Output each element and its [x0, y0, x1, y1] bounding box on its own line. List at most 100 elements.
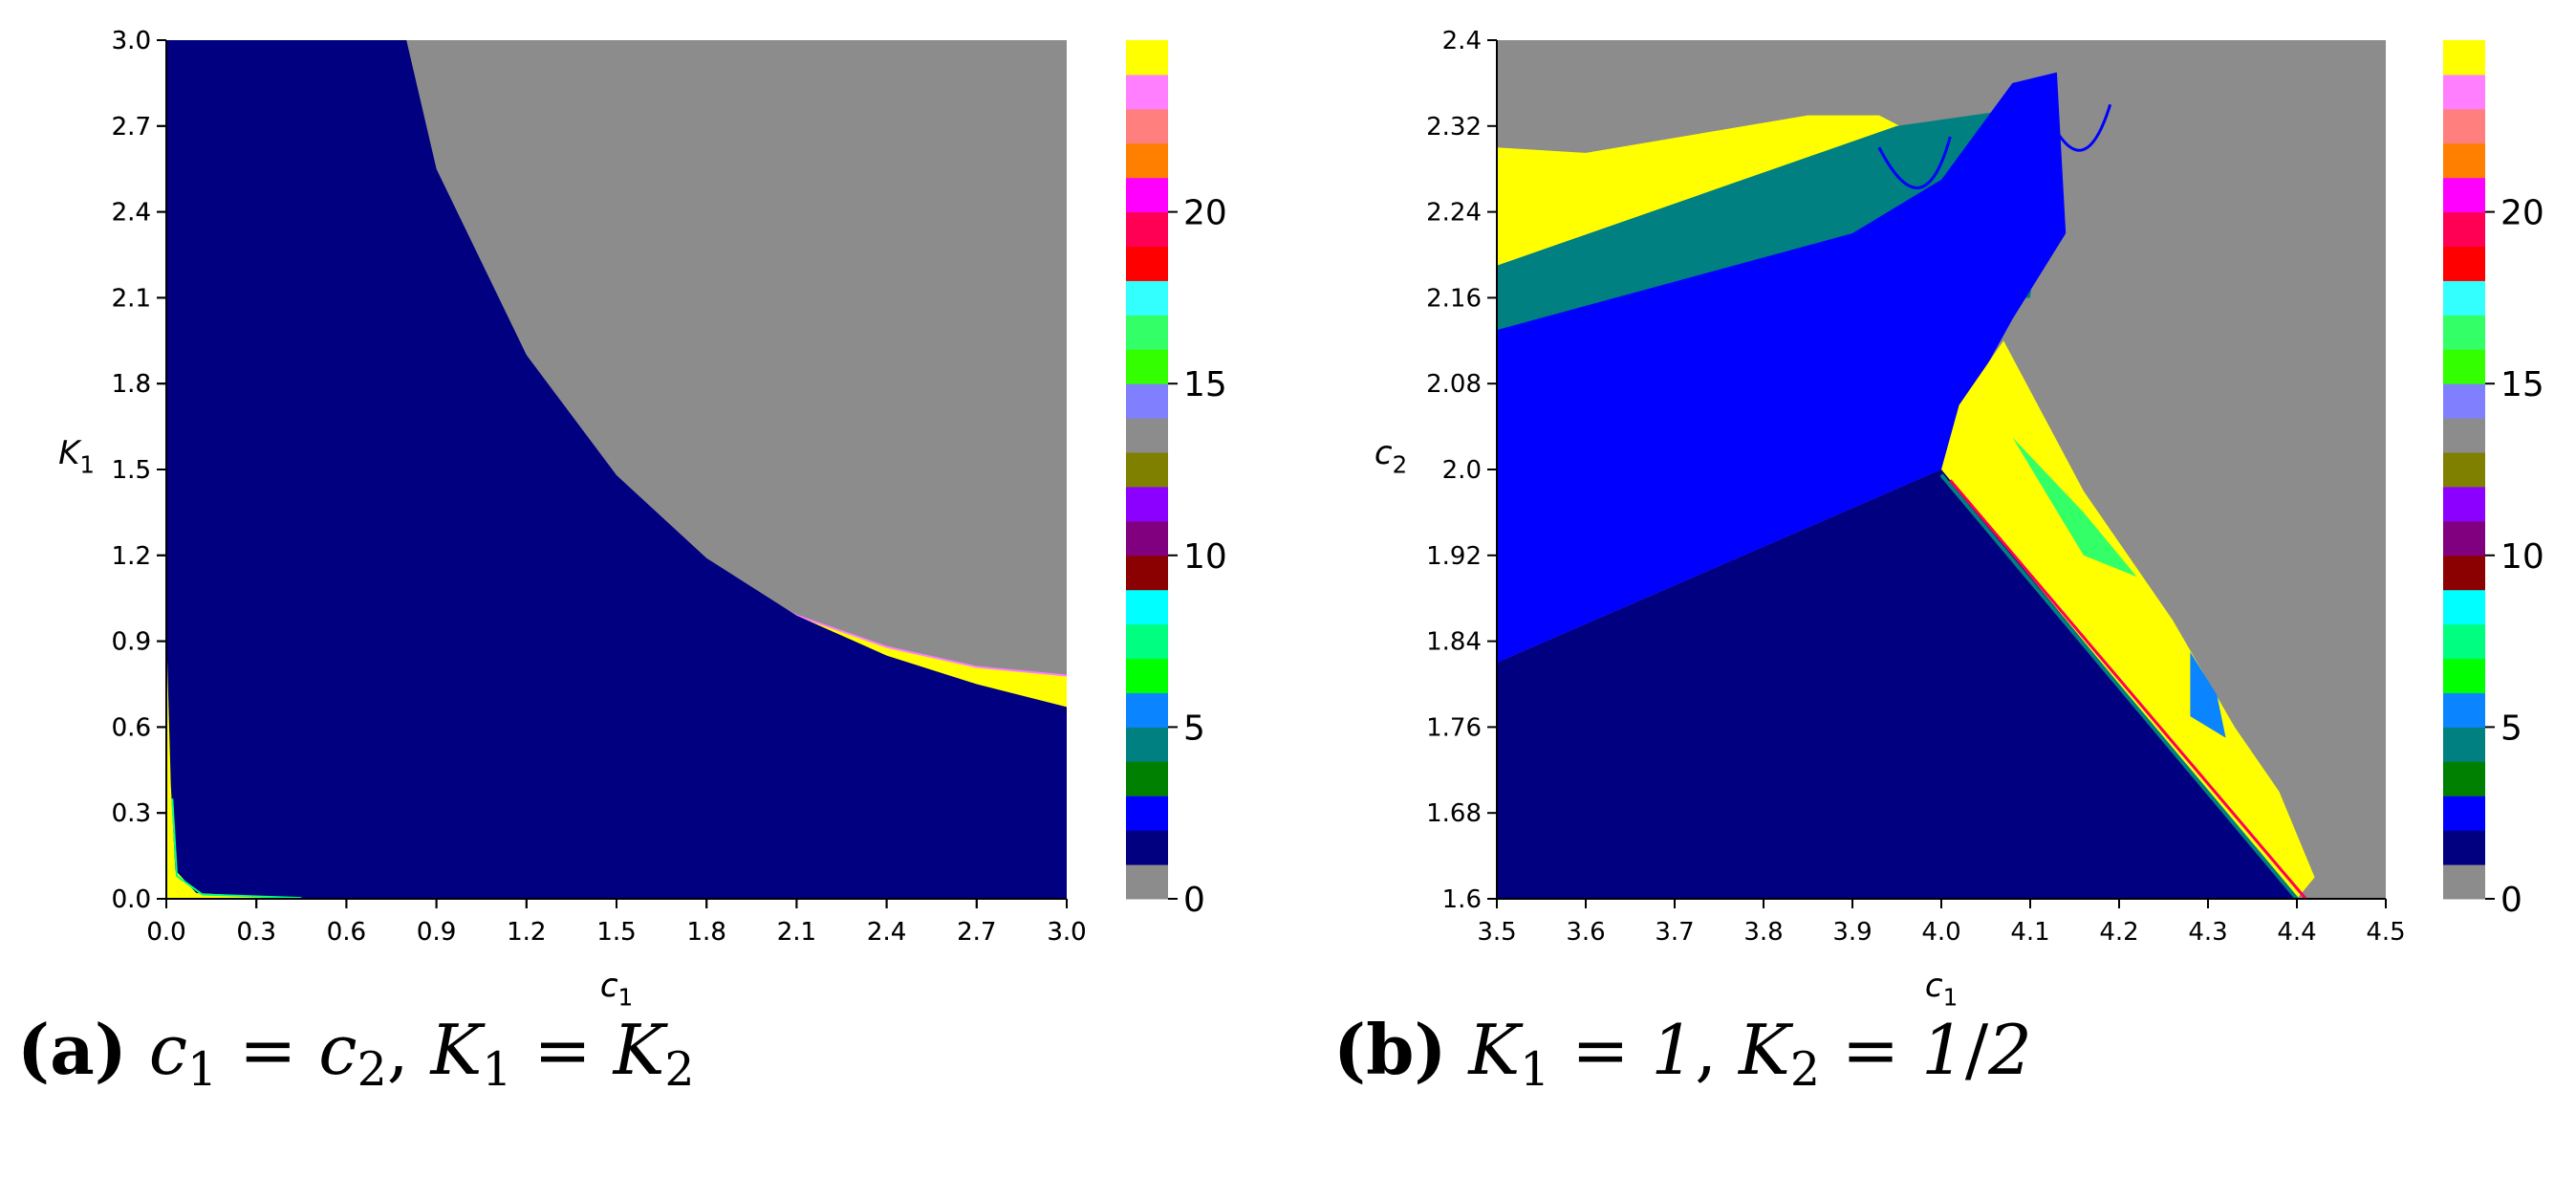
y-tick-label: 2.0: [1442, 456, 1482, 485]
y-tick-label: 2.4: [112, 199, 151, 228]
x-tick-label: 2.7: [957, 918, 996, 947]
x-tick-label: 1.5: [596, 918, 636, 947]
colorbar-segment: [2443, 108, 2485, 144]
x-tick-label: 2.1: [777, 918, 816, 947]
y-tick-label: 2.1: [112, 284, 151, 313]
x-tick-label: 1.8: [687, 918, 726, 947]
colorbar-segment: [1126, 589, 1168, 625]
x-tick-label: 1.8: [687, 918, 726, 947]
y-tick-label: 3.0: [112, 27, 151, 55]
colorbar-segment: [2443, 40, 2485, 76]
y-tick-label: 3.0: [112, 27, 151, 55]
region-blue-loop: [2046, 103, 2112, 152]
colorbar-segment: [1126, 40, 1168, 76]
x-tick-label: 1.5: [596, 918, 636, 947]
colorbar-segment: [2443, 280, 2485, 316]
y-tick-label: 1.8: [112, 370, 151, 399]
colorbar-segment: [1126, 315, 1168, 350]
colorbar-segment: [2443, 486, 2485, 522]
y-tick-label: 0.6: [112, 713, 151, 742]
colorbar-segment: [2443, 142, 2485, 179]
x-tick-label: 4.1: [2010, 918, 2049, 947]
colorbar-segment: [2443, 177, 2485, 213]
x-tick-label: 4.2: [2099, 918, 2138, 947]
panel-a: 0.0 0.3 0.6 0.9 1.2 1.5 1.8 2.1 2.4 2.7 3.0 0.0 0.3 0…: [58, 27, 1227, 1012]
colorbar-segment: [2443, 623, 2485, 660]
colorbar-segment: [1126, 692, 1168, 728]
x-tick-label: 3.9: [1832, 918, 1872, 947]
x-tick-label: 0.3: [237, 918, 276, 947]
x-tick-label: 2.1: [777, 918, 816, 947]
x-tick-label: 0.9: [417, 918, 456, 947]
x-tick-label: 2.7: [957, 918, 996, 947]
y-tick-label: 2.7: [112, 113, 151, 142]
y-tick-label: 0.9: [112, 628, 151, 657]
x-tick-label: 4.4: [2277, 918, 2316, 947]
colorbar-segment: [2443, 796, 2485, 831]
colorbar-segment: [1126, 74, 1168, 110]
colorbar-segment: [2443, 864, 2485, 900]
colorbar-segment: [2443, 315, 2485, 350]
caption-b-label: (b): [1333, 1009, 1447, 1090]
y-tick-label: 0.6: [112, 713, 151, 742]
colorbar-tick-label: 5: [1183, 709, 1205, 748]
colorbar-segment: [1126, 486, 1168, 522]
colorbar-segment: [1126, 108, 1168, 144]
colorbar-segment: [1126, 211, 1168, 248]
colorbar-segment: [1126, 796, 1168, 831]
axes-a: 0.0 0.3 0.6 0.9 1.2 1.5 1.8 2.1 2.4 2.7 3.0 0.0 0.3 0…: [112, 27, 1087, 1012]
colorbar-segment: [2443, 658, 2485, 693]
colorbar-tick-label: 0: [2500, 881, 2522, 920]
x-tick-label: 3.5: [1477, 918, 1516, 947]
caption-a-formula: c1 = c2, K1 = K2: [148, 1010, 695, 1098]
y-tick-label: 1.2: [112, 542, 151, 571]
colorbar-tick-label: 20: [2500, 194, 2544, 233]
colorbar-segment: [2443, 555, 2485, 591]
region-blue-loop: [1975, 136, 2041, 189]
colorbar-segment: [2443, 452, 2485, 488]
x-tick-label: 0.0: [146, 918, 185, 947]
x-tick-label: 0.3: [237, 918, 276, 947]
x-tick-label: 4.5: [2366, 918, 2405, 947]
y-tick-label: 0.0: [112, 885, 151, 914]
x-tick-label: 4.0: [1921, 918, 1960, 947]
y-axis-label: K1: [58, 434, 95, 479]
panel-b: 3.5 3.6 3.7 3.8 3.9 4.0 4.1 4.2 4.3 4.4 4.5 1.6 1.68…: [1375, 27, 2544, 1012]
x-tick-label: 1.2: [507, 918, 546, 947]
y-tick-label: 2.32: [1426, 113, 1482, 142]
x-axis-label: c1: [1925, 967, 1958, 1012]
y-tick-label: 0.3: [112, 799, 151, 828]
x-tick-label: 0.9: [417, 918, 456, 947]
x-tick-label: 3.7: [1655, 918, 1694, 947]
x-axis-label: c1: [600, 967, 633, 1012]
colorbar-segment: [2443, 692, 2485, 728]
colorbar-segment: [2443, 727, 2485, 762]
colorbar-segment: [1126, 349, 1168, 384]
colorbar-segment: [1126, 246, 1168, 281]
colorbar-segment: [2443, 418, 2485, 453]
axes-b: 3.5 3.6 3.7 3.8 3.9 4.0 4.1 4.2 4.3 4.4 4.5 1.6 1.68…: [1426, 27, 2406, 1012]
colorbar-segment: [2443, 349, 2485, 384]
y-tick-label: 1.92: [1426, 542, 1482, 571]
y-tick-label: 1.5: [112, 456, 151, 485]
y-tick-label: 2.1: [112, 284, 151, 313]
colorbar-segment: [2443, 211, 2485, 248]
colorbar-segment: [2443, 383, 2485, 419]
colorbar-tick-label: 15: [2500, 365, 2544, 404]
x-tick-label: 2.4: [867, 918, 906, 947]
colorbar-segment: [2443, 246, 2485, 281]
y-tick-label: 1.76: [1426, 713, 1482, 742]
y-tick-label: 1.8: [112, 370, 151, 399]
colorbar-segment: [1126, 830, 1168, 865]
x-axis-label: c1: [600, 967, 633, 1012]
colorbar-segment: [1126, 658, 1168, 693]
y-tick-label: 2.7: [112, 113, 151, 142]
x-tick-label: 3.6: [1566, 918, 1605, 947]
region-dark-blue: [166, 40, 1067, 899]
y-tick-label: 1.2: [112, 542, 151, 571]
colorbar-tick-label: 20: [1183, 194, 1227, 233]
y-tick-label: 0.9: [112, 628, 151, 657]
colorbar-segment: [2443, 761, 2485, 796]
region-axis-edge: [171, 798, 302, 900]
colorbar-segment: [1126, 520, 1168, 556]
